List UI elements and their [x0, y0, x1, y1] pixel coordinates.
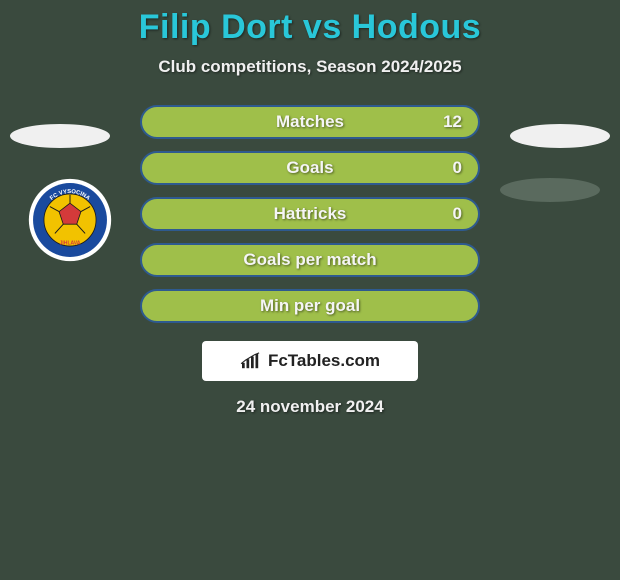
bar-label: Goals — [286, 158, 333, 178]
page-root: Filip Dort vs Hodous Club competitions, … — [0, 0, 620, 580]
club-logo: FC VYSOCINA JIHLAVA — [28, 178, 112, 262]
comparison-bars: Matches 12 Goals 0 Hattricks 0 Goals per… — [140, 105, 480, 323]
chart-icon — [240, 352, 262, 370]
bar-value: 0 — [453, 158, 462, 178]
bar-value: 0 — [453, 204, 462, 224]
attribution-box: FcTables.com — [202, 341, 418, 381]
page-title: Filip Dort vs Hodous — [0, 8, 620, 47]
bar-goals: Goals 0 — [140, 151, 480, 185]
bar-hattricks: Hattricks 0 — [140, 197, 480, 231]
bar-label: Goals per match — [243, 250, 376, 270]
footer-date: 24 november 2024 — [0, 397, 620, 417]
bar-label: Min per goal — [260, 296, 360, 316]
player-badge-right-2 — [500, 178, 600, 202]
bar-matches: Matches 12 — [140, 105, 480, 139]
bar-value: 12 — [443, 112, 462, 132]
svg-text:JIHLAVA: JIHLAVA — [60, 240, 81, 246]
attribution-text: FcTables.com — [268, 351, 380, 371]
page-subtitle: Club competitions, Season 2024/2025 — [0, 57, 620, 77]
bar-label: Matches — [276, 112, 344, 132]
bar-goals-per-match: Goals per match — [140, 243, 480, 277]
bar-min-per-goal: Min per goal — [140, 289, 480, 323]
player-badge-left — [10, 124, 110, 148]
player-badge-right — [510, 124, 610, 148]
club-logo-svg: FC VYSOCINA JIHLAVA — [28, 178, 112, 262]
bar-label: Hattricks — [274, 204, 347, 224]
